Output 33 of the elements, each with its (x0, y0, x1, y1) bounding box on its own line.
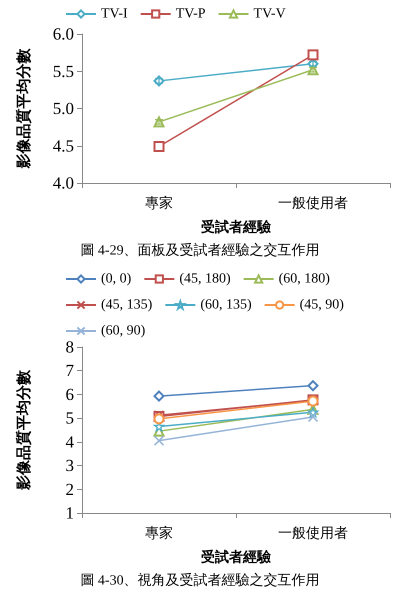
legend-label: (45, 180) (179, 272, 231, 286)
y-tick-label: 6 (66, 384, 74, 404)
y-tick-label: 1 (66, 504, 74, 522)
y-tick-label: 5.0 (52, 99, 74, 118)
legend-label: (60, 180) (278, 272, 330, 286)
y-tick-label: 3 (66, 456, 74, 476)
legend-label: (60, 135) (200, 298, 252, 312)
legend-label: TV-I (101, 6, 128, 22)
x-tick-label: 專家 (145, 526, 173, 542)
y-tick-label: 8 (66, 338, 74, 356)
y-tick-label: 5.5 (52, 62, 74, 81)
x-axis-title: 受試者經驗 (200, 218, 272, 236)
legend-label: (60, 90) (101, 324, 146, 338)
y-tick-label: 4.5 (52, 136, 74, 156)
legend-label: (45, 135) (101, 298, 153, 312)
y-tick-label: 6.0 (52, 24, 74, 44)
x-tick-label: 一般使用者 (278, 196, 348, 212)
y-tick-label: 4.0 (52, 174, 74, 192)
x-axis-title: 受試者經驗 (200, 548, 272, 566)
y-tick-label: 5 (66, 408, 74, 428)
legend-label: (45, 90) (300, 298, 344, 312)
text: 圖 4-30、視角及受試者經驗之交互作用 (80, 572, 320, 588)
text: 圖 4-29、面板及受試者經驗之交互作用 (80, 242, 320, 258)
y-tick-label: 7 (66, 361, 74, 380)
legend-label: TV-P (176, 6, 206, 22)
x-tick-label: 專家 (145, 196, 173, 212)
y-axis-title: 影像品質平均分數 (14, 48, 32, 170)
legend-label: TV-V (254, 6, 286, 22)
y-axis-title: 影像品質平均分數 (14, 369, 32, 491)
y-tick-label: 2 (66, 480, 74, 499)
legend-label: (0, 0) (101, 272, 132, 286)
y-tick-label: 4 (66, 432, 74, 452)
x-tick-label: 一般使用者 (278, 526, 348, 542)
